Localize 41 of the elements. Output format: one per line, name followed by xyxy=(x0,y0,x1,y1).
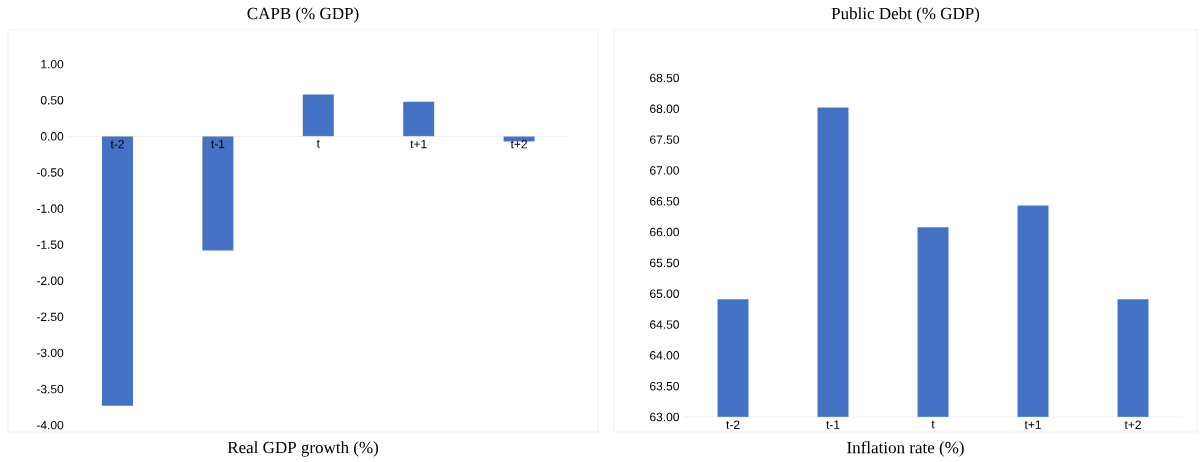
y-tick-label: 63.00 xyxy=(650,412,680,422)
chart-title: Public Debt (% GDP) xyxy=(831,7,980,23)
bar xyxy=(202,136,234,251)
y-tick-label: 68.00 xyxy=(650,104,680,114)
x-tick-label: t-1 xyxy=(826,420,840,429)
y-tick-label: -1.50 xyxy=(36,240,64,249)
bar xyxy=(302,94,334,137)
x-tick-label: t-2 xyxy=(726,420,740,429)
x-tick-label: t+1 xyxy=(1024,420,1041,429)
y-tick-label: 66.00 xyxy=(650,227,680,237)
y-tick-label: 64.00 xyxy=(650,351,680,360)
x-axis-title: Real GDP growth (%) xyxy=(227,441,379,457)
y-tick-label: -3.50 xyxy=(36,384,64,394)
y-tick-label: 65.00 xyxy=(650,289,680,298)
bar xyxy=(101,136,133,406)
y-tick-label: 64.50 xyxy=(650,320,680,329)
x-tick-label: t xyxy=(931,420,935,429)
x-tick-label: t+2 xyxy=(1124,420,1141,429)
chart-title: CAPB (% GDP) xyxy=(247,7,359,23)
y-tick-label: 0.50 xyxy=(40,96,64,105)
y-tick-label: -2.50 xyxy=(36,312,64,322)
y-tick-label: 63.50 xyxy=(650,381,680,391)
y-tick-label: -4.00 xyxy=(36,420,64,430)
y-tick-label: -2.00 xyxy=(36,276,64,286)
x-tick-label: t xyxy=(316,139,320,148)
y-tick-label: 67.50 xyxy=(650,135,680,144)
y-tick-label: 68.50 xyxy=(650,73,680,83)
y-tick-label: -3.00 xyxy=(36,348,64,358)
y-tick-label: 65.50 xyxy=(650,258,680,268)
x-tick-label: t-2 xyxy=(110,139,124,149)
y-tick-label: -1.00 xyxy=(36,204,64,213)
y-tick-label: 67.00 xyxy=(650,166,680,175)
y-tick-label: -0.50 xyxy=(36,168,64,177)
bar xyxy=(403,101,435,137)
x-tick-label: t+1 xyxy=(410,139,427,149)
y-tick-label: 1.00 xyxy=(41,59,64,69)
x-tick-label: t-1 xyxy=(211,139,225,149)
y-tick-label: 66.50 xyxy=(650,197,680,206)
x-axis-title: Inflation rate (%) xyxy=(847,441,964,457)
y-tick-label: 0.00 xyxy=(40,132,64,141)
x-tick-label: t+2 xyxy=(510,139,527,149)
